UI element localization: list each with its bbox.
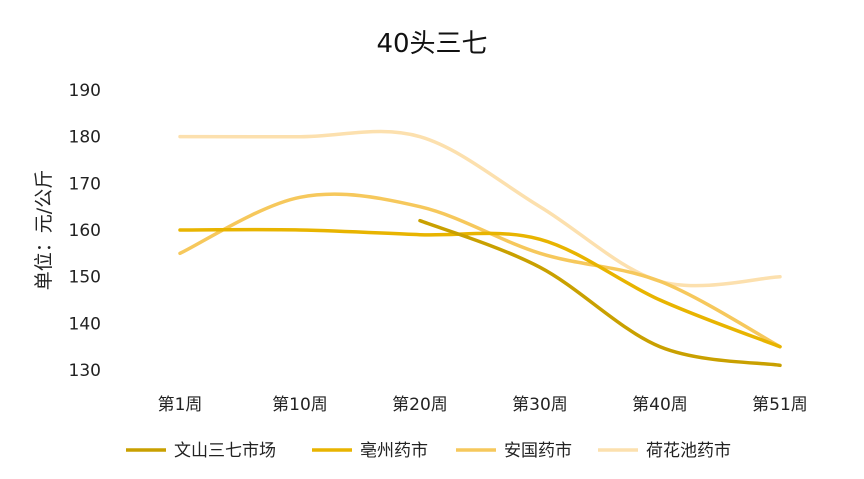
x-axis-ticks: 第1周 第10周 第20周 第30周 第40周 第51周 bbox=[158, 395, 808, 415]
legend-item: 荷花池药市 bbox=[598, 441, 731, 461]
legend-label: 亳州药市 bbox=[360, 441, 428, 461]
legend-label: 文山三七市场 bbox=[174, 441, 276, 461]
y-axis-ticks: 190 180 170 160 150 140 130 bbox=[69, 81, 101, 381]
series-line bbox=[180, 194, 780, 347]
y-tick-label: 180 bbox=[69, 128, 101, 148]
chart-title: 40头三七 bbox=[376, 29, 487, 59]
x-tick-label: 第30周 bbox=[512, 395, 568, 415]
x-tick-label: 第51周 bbox=[752, 395, 808, 415]
chart-container: 40头三七 单位：元/公斤 190 180 170 160 150 140 130 第1周第… bbox=[0, 0, 864, 479]
x-tick-label: 第20周 bbox=[392, 395, 448, 415]
series-line bbox=[180, 230, 780, 347]
y-tick-label: 170 bbox=[69, 174, 101, 194]
y-tick-label: 160 bbox=[69, 221, 101, 241]
legend: 文山三七市场 亳州药市 安国药市 荷花池药市 bbox=[126, 441, 731, 461]
x-tick-label: 第40周 bbox=[632, 395, 688, 415]
y-tick-label: 140 bbox=[69, 314, 101, 334]
legend-item: 亳州药市 bbox=[312, 441, 428, 461]
series-line bbox=[420, 221, 780, 366]
y-tick-label: 150 bbox=[69, 268, 101, 288]
line-chart: 40头三七 单位：元/公斤 190180170160150140130 第1周第… bbox=[0, 0, 864, 479]
legend-label: 安国药市 bbox=[504, 441, 572, 461]
legend-label: 荷花池药市 bbox=[646, 441, 731, 461]
legend-item: 文山三七市场 bbox=[126, 441, 276, 461]
legend-item: 安国药市 bbox=[456, 441, 572, 461]
y-axis-label: 单位：元/公斤 bbox=[33, 170, 55, 290]
y-tick-label: 130 bbox=[69, 361, 101, 381]
y-tick-label: 190 bbox=[69, 81, 101, 101]
series-lines bbox=[180, 132, 780, 366]
x-tick-label: 第10周 bbox=[272, 395, 328, 415]
x-tick-label: 第1周 bbox=[158, 395, 203, 415]
